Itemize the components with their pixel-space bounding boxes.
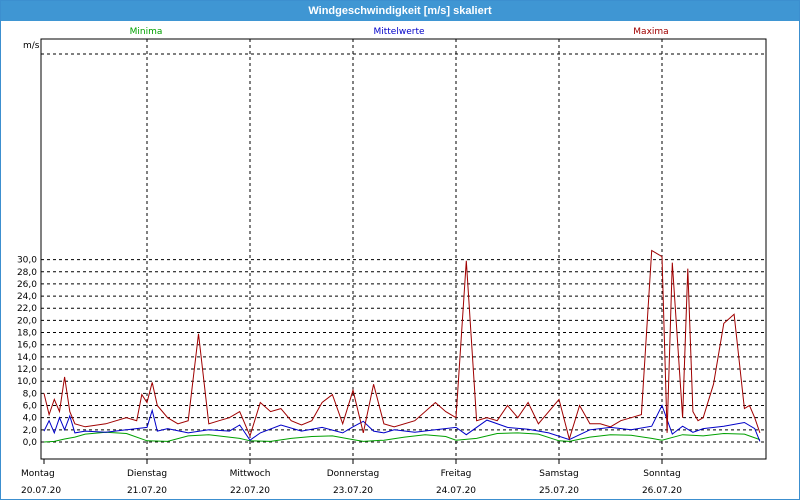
plot-frame (40, 38, 767, 460)
y-tick-label: 4,0 (23, 414, 38, 424)
y-tick-label: 20,0 (17, 316, 37, 326)
y-tick-label: 28,0 (17, 268, 37, 278)
y-tick-label: 18,0 (17, 329, 37, 339)
legend-minima: Minima (130, 27, 163, 37)
series-mittelwerte-line (43, 404, 761, 442)
x-tick-day: Sonntag (643, 469, 680, 479)
x-tick-date: 21.07.20 (127, 486, 167, 496)
series-maxima-line (43, 249, 761, 441)
grid-layer (41, 39, 766, 459)
x-tick-date: 22.07.20 (230, 486, 270, 496)
y-tick-label: 0,0 (23, 438, 38, 448)
y-tick-label: 22,0 (17, 304, 37, 314)
legend: Minima Mittelwerte Maxima (130, 27, 669, 37)
y-tick-label: 14,0 (17, 353, 37, 363)
x-tick-date: 26.07.20 (642, 486, 682, 496)
x-tick-day: Donnerstag (327, 469, 380, 479)
legend-maxima: Maxima (633, 27, 668, 37)
x-tick-day: Freitag (441, 469, 472, 479)
y-tick-label: 10,0 (17, 377, 37, 387)
x-tick-day: Samstag (539, 469, 578, 479)
y-tick-label: 30,0 (17, 256, 37, 266)
series-layer (43, 249, 761, 443)
x-tick-day: Montag (21, 469, 55, 479)
x-tick-day: Dienstag (127, 469, 167, 479)
y-axis: m/s 0,0 2,0 4,0 6,0 8,0 10,0 12,0 14,0 16,0 18,0 2… (17, 41, 40, 448)
y-tick-label: 12,0 (17, 365, 37, 375)
x-tick-date: 25.07.20 (539, 486, 579, 496)
y-tick-label: 24,0 (17, 292, 37, 302)
y-tick-label: 16,0 (17, 341, 37, 351)
y-tick-label: 8,0 (23, 389, 38, 399)
y-tick-label: 2,0 (23, 426, 38, 436)
series-minima-line (43, 431, 761, 443)
y-tick-label: 6,0 (23, 402, 38, 412)
x-tick-day: Mittwoch (230, 469, 271, 479)
y-tick-label: 26,0 (17, 280, 37, 290)
x-axis: Montag 20.07.20 Dienstag 21.07.20 Mittwoch 22… (21, 459, 682, 496)
legend-mittelwerte: Mittelwerte (373, 27, 424, 37)
x-tick-date: 24.07.20 (436, 486, 476, 496)
x-tick-date: 20.07.20 (21, 486, 61, 496)
y-axis-unit: m/s (23, 41, 40, 51)
window-title: Windgeschwindigkeit [m/s] skaliert (1, 1, 799, 21)
x-tick-date: 23.07.20 (333, 486, 373, 496)
